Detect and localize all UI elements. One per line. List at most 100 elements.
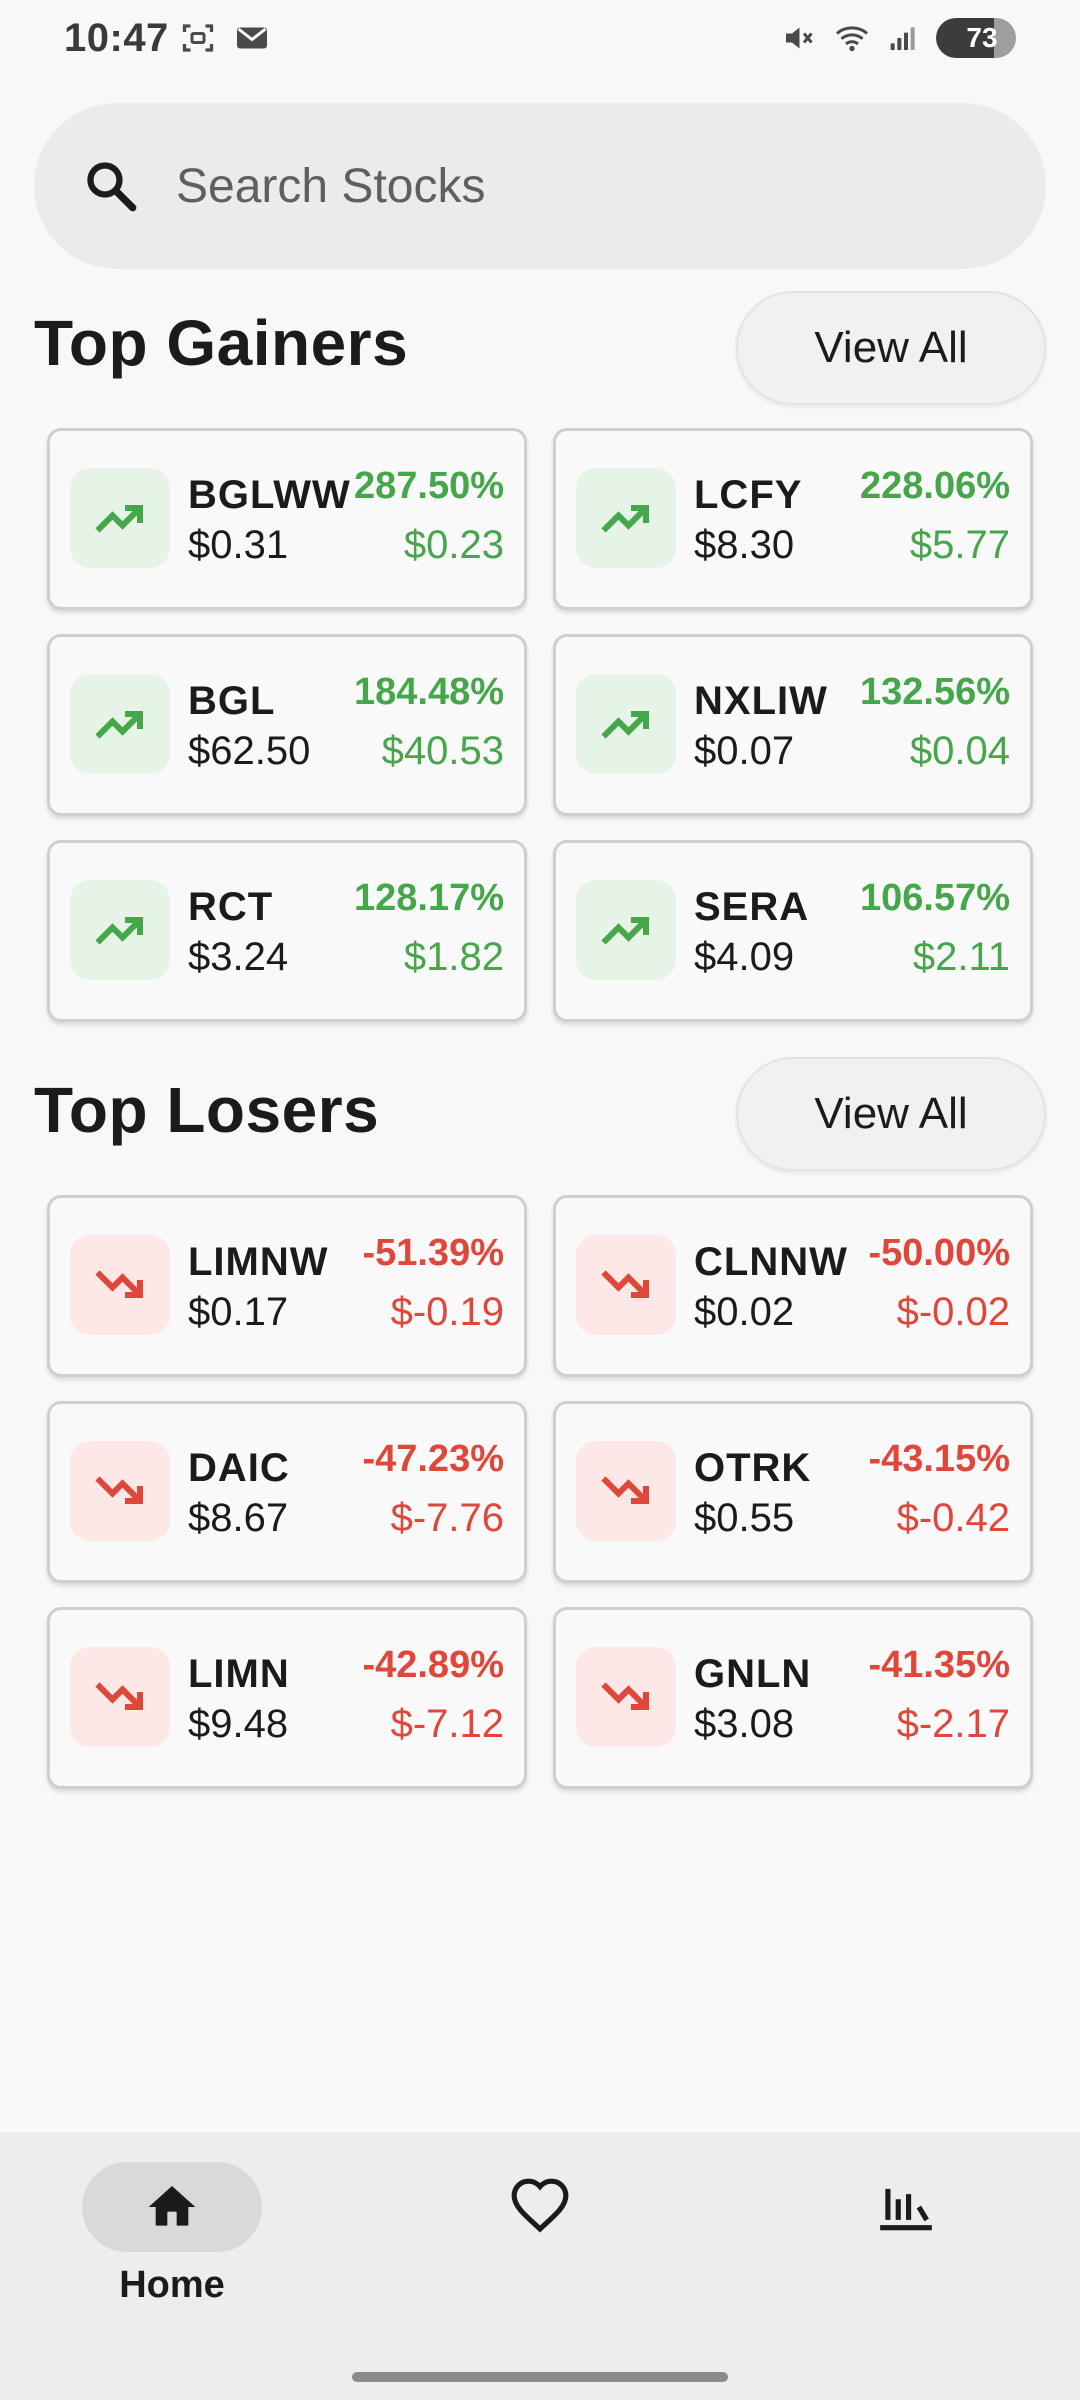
gesture-navigation-bar[interactable] bbox=[352, 2372, 728, 2382]
stock-price-change: $-0.42 bbox=[896, 1496, 1010, 1540]
stock-card[interactable]: OTRK $0.55 -43.15% $-0.42 bbox=[553, 1401, 1033, 1583]
status-time: 10:47 bbox=[64, 16, 169, 60]
losers-view-all-button[interactable]: View All bbox=[736, 1057, 1046, 1171]
stock-symbol: BGLWW bbox=[188, 473, 351, 517]
stock-price-change: $1.82 bbox=[403, 935, 504, 979]
top-gainers-title: Top Gainers bbox=[34, 307, 409, 379]
stock-price-change: $0.23 bbox=[403, 523, 504, 567]
stock-card[interactable]: GNLN $3.08 -41.35% $-2.17 bbox=[553, 1607, 1033, 1789]
stock-card[interactable]: LCFY $8.30 228.06% $5.77 bbox=[553, 428, 1033, 610]
nav-stats-pill bbox=[816, 2162, 996, 2252]
signal-icon bbox=[890, 27, 915, 50]
bottom-navigation: Home bbox=[0, 2132, 1080, 2400]
screenshot-icon bbox=[182, 24, 214, 52]
search-bar[interactable]: Search Stocks bbox=[34, 103, 1046, 269]
stock-percent-change: -50.00% bbox=[868, 1232, 1010, 1274]
stock-price: $3.08 bbox=[694, 1702, 795, 1746]
system-icons: 73 bbox=[780, 18, 1016, 58]
battery-fill bbox=[936, 18, 995, 58]
stock-price: $62.50 bbox=[188, 729, 311, 773]
stock-symbol: LCFY bbox=[694, 473, 803, 517]
stock-price: $9.48 bbox=[188, 1702, 289, 1746]
trending-up-icon bbox=[70, 674, 170, 774]
stock-percent-change: 106.57% bbox=[859, 877, 1010, 919]
battery-percent: 73 bbox=[966, 22, 998, 53]
stock-card[interactable]: DAIC $8.67 -47.23% $-7.76 bbox=[47, 1401, 527, 1583]
stock-symbol: NXLIW bbox=[694, 679, 828, 723]
mute-icon bbox=[786, 27, 813, 49]
stock-symbol: GNLN bbox=[694, 1652, 812, 1696]
stock-card[interactable]: LIMN $9.48 -42.89% $-7.12 bbox=[47, 1607, 527, 1789]
trending-down-icon bbox=[70, 1235, 170, 1335]
stock-price: $8.67 bbox=[188, 1496, 289, 1540]
stock-percent-change: 132.56% bbox=[859, 671, 1010, 713]
search-placeholder: Search Stocks bbox=[176, 159, 486, 213]
nav-home-pill bbox=[82, 2162, 262, 2252]
stock-price: $0.55 bbox=[694, 1496, 795, 1540]
stock-price-change: $-7.76 bbox=[390, 1496, 504, 1540]
stock-price: $0.17 bbox=[188, 1290, 289, 1334]
nav-favorites[interactable] bbox=[430, 2162, 650, 2252]
stock-price-change: $40.53 bbox=[381, 729, 504, 773]
trending-down-icon bbox=[576, 1441, 676, 1541]
stock-symbol: LIMN bbox=[188, 1652, 290, 1696]
stock-percent-change: 128.17% bbox=[353, 877, 504, 919]
status-bar: 10:47 bbox=[0, 0, 1080, 80]
stock-price-change: $0.04 bbox=[909, 729, 1010, 773]
home-icon bbox=[148, 2186, 196, 2226]
stock-price: $0.02 bbox=[694, 1290, 795, 1334]
stock-price-change: $5.77 bbox=[909, 523, 1010, 567]
stock-price-change: $-0.19 bbox=[390, 1290, 504, 1334]
trending-up-icon bbox=[576, 880, 676, 980]
trending-up-icon bbox=[576, 468, 676, 568]
trending-down-icon bbox=[576, 1235, 676, 1335]
stock-card[interactable]: BGL $62.50 184.48% $40.53 bbox=[47, 634, 527, 816]
mail-icon bbox=[237, 27, 267, 49]
nav-favorites-pill bbox=[450, 2162, 630, 2252]
stock-symbol: BGL bbox=[188, 679, 276, 723]
gainers-view-all-button[interactable]: View All bbox=[736, 291, 1046, 405]
nav-home-label: Home bbox=[119, 2264, 225, 2306]
stock-percent-change: -47.23% bbox=[362, 1438, 504, 1480]
gainers-grid: BGLWW $0.31 287.50% $0.23 LCFY $8.30 228… bbox=[47, 428, 1033, 1022]
stock-price: $3.24 bbox=[188, 935, 289, 979]
nav-home[interactable]: Home bbox=[62, 2162, 282, 2307]
stock-percent-change: -51.39% bbox=[362, 1232, 504, 1274]
stock-symbol: OTRK bbox=[694, 1446, 812, 1490]
stock-symbol: SERA bbox=[694, 885, 810, 929]
losers-grid: LIMNW $0.17 -51.39% $-0.19 CLNNW $0.02 -… bbox=[47, 1195, 1033, 1789]
stock-price: $0.31 bbox=[188, 523, 289, 567]
stock-price: $8.30 bbox=[694, 523, 795, 567]
trending-up-icon bbox=[576, 674, 676, 774]
trending-down-icon bbox=[70, 1441, 170, 1541]
trending-up-icon bbox=[70, 468, 170, 568]
chart-icon bbox=[880, 2188, 932, 2231]
stock-card[interactable]: RCT $3.24 128.17% $1.82 bbox=[47, 840, 527, 1022]
nav-stats[interactable] bbox=[796, 2162, 1016, 2252]
stock-symbol: RCT bbox=[188, 885, 274, 929]
stock-symbol: LIMNW bbox=[188, 1240, 329, 1284]
stock-card[interactable]: LIMNW $0.17 -51.39% $-0.19 bbox=[47, 1195, 527, 1377]
stock-price: $4.09 bbox=[694, 935, 795, 979]
stock-card[interactable]: BGLWW $0.31 287.50% $0.23 bbox=[47, 428, 527, 610]
stock-card[interactable]: CLNNW $0.02 -50.00% $-0.02 bbox=[553, 1195, 1033, 1377]
notification-icons bbox=[180, 20, 270, 56]
stock-symbol: CLNNW bbox=[694, 1240, 848, 1284]
battery-indicator: 73 bbox=[936, 18, 1016, 58]
stock-percent-change: 287.50% bbox=[353, 465, 504, 507]
stock-price-change: $-7.12 bbox=[390, 1702, 504, 1746]
stock-price-change: $2.11 bbox=[912, 935, 1010, 979]
top-losers-title: Top Losers bbox=[34, 1074, 380, 1146]
stock-symbol: DAIC bbox=[188, 1446, 290, 1490]
trending-up-icon bbox=[70, 880, 170, 980]
stock-card[interactable]: SERA $4.09 106.57% $2.11 bbox=[553, 840, 1033, 1022]
trending-down-icon bbox=[576, 1647, 676, 1747]
search-icon bbox=[87, 162, 137, 212]
stock-price-change: $-2.17 bbox=[896, 1702, 1010, 1746]
stock-percent-change: -41.35% bbox=[868, 1644, 1010, 1686]
stock-percent-change: 228.06% bbox=[859, 465, 1010, 507]
stock-card[interactable]: NXLIW $0.07 132.56% $0.04 bbox=[553, 634, 1033, 816]
stock-percent-change: -42.89% bbox=[362, 1644, 504, 1686]
stock-price-change: $-0.02 bbox=[896, 1290, 1010, 1334]
